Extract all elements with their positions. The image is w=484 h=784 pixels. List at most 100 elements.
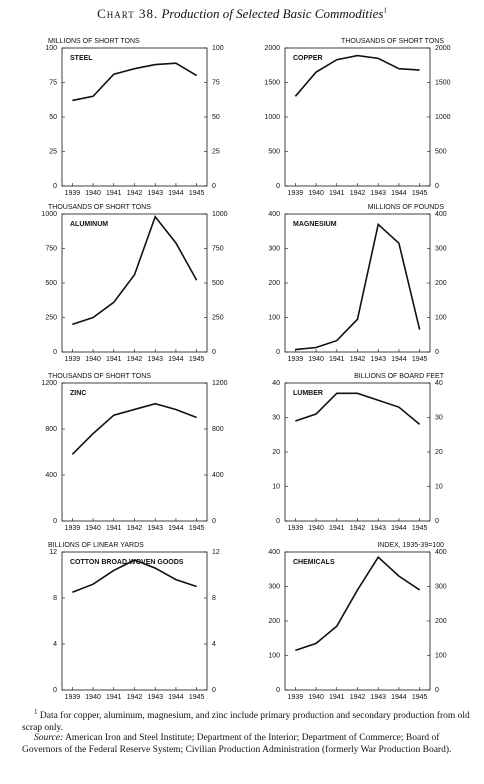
x-tick-label: 1940 (308, 694, 324, 700)
unit-label: THOUSANDS OF SHORT TONS (48, 204, 151, 211)
y-tick-label: 50 (49, 114, 57, 121)
x-tick-label: 1940 (308, 525, 324, 532)
y-tick-label: 0 (276, 183, 280, 190)
y2-tick-label: 100 (435, 652, 447, 659)
y2-tick-label: 750 (212, 245, 224, 252)
y2-tick-label: 400 (435, 211, 447, 218)
unit-label: MILLIONS OF SHORT TONS (48, 38, 140, 45)
y-tick-label: 25 (49, 148, 57, 155)
y2-tick-label: 0 (212, 183, 216, 190)
x-tick-label: 1943 (147, 190, 163, 197)
x-tick-label: 1941 (106, 190, 122, 197)
y-tick-label: 400 (268, 549, 280, 556)
x-tick-label: 1945 (412, 525, 428, 532)
y2-tick-label: 400 (212, 472, 224, 479)
x-tick-label: 1939 (65, 356, 81, 363)
y-tick-label: 500 (45, 280, 57, 287)
data-line (295, 222, 421, 351)
chart-title: ZINC (70, 390, 86, 397)
y2-tick-label: 100 (212, 45, 224, 52)
x-tick-label: 1945 (189, 190, 205, 197)
data-line (72, 559, 197, 593)
y2-tick-label: 0 (212, 518, 216, 525)
y-tick-label: 1500 (264, 79, 280, 86)
x-tick-label: 1943 (147, 525, 163, 532)
x-tick-label: 1943 (147, 356, 163, 363)
x-tick-label: 1942 (350, 525, 366, 532)
y-tick-label: 0 (53, 687, 57, 694)
y2-tick-label: 300 (435, 245, 447, 252)
charts: STEEL MILLIONS OF SHORT TONS 0 0 25 25 50 50 75 7… (41, 38, 451, 700)
y2-tick-label: 0 (212, 687, 216, 694)
y2-tick-label: 4 (212, 641, 216, 648)
x-tick-label: 1942 (127, 356, 143, 363)
x-tick-label: 1944 (391, 694, 407, 700)
x-tick-label: 1942 (127, 190, 143, 197)
y-tick-label: 200 (268, 280, 280, 287)
x-tick-label: 1941 (329, 190, 345, 197)
y-tick-label: 40 (272, 380, 280, 387)
page-title: Chart 38. Production of Selected Basic C… (0, 6, 484, 22)
x-tick-label: 1939 (288, 525, 304, 532)
y-tick-label: 0 (276, 518, 280, 525)
y-tick-label: 1000 (41, 211, 57, 218)
x-tick-label: 1942 (127, 694, 143, 700)
y-tick-label: 0 (53, 349, 57, 356)
y2-tick-label: 0 (435, 349, 439, 356)
y-tick-label: 30 (272, 414, 280, 421)
x-tick-label: 1939 (65, 190, 81, 197)
x-tick-label: 1943 (147, 694, 163, 700)
unit-label: INDEX, 1935-39=100 (377, 542, 444, 549)
source-label: Source: (34, 733, 64, 743)
y-tick-label: 0 (53, 518, 57, 525)
plot-frame (284, 382, 431, 522)
y-tick-label: 1000 (264, 114, 280, 121)
y2-tick-label: 400 (435, 549, 447, 556)
x-tick-label: 1939 (288, 356, 304, 363)
footnote-marker: 1 (34, 708, 38, 716)
x-tick-label: 1940 (85, 694, 101, 700)
y2-tick-label: 75 (212, 79, 220, 86)
y2-tick-label: 0 (435, 687, 439, 694)
y2-tick-label: 20 (435, 449, 443, 456)
y2-tick-label: 500 (435, 148, 447, 155)
y2-tick-label: 100 (435, 314, 447, 321)
y-tick-label: 400 (45, 472, 57, 479)
y2-tick-label: 1000 (435, 114, 451, 121)
y-tick-label: 100 (268, 652, 280, 659)
y-tick-label: 1200 (41, 380, 57, 387)
data-line (295, 392, 421, 426)
data-line (295, 555, 421, 652)
x-tick-label: 1942 (350, 356, 366, 363)
x-tick-label: 1944 (168, 190, 184, 197)
y2-tick-label: 0 (435, 183, 439, 190)
chart-title: LUMBER (293, 390, 323, 397)
x-tick-label: 1944 (168, 694, 184, 700)
data-line (71, 402, 197, 455)
y2-tick-label: 25 (212, 148, 220, 155)
x-tick-label: 1945 (412, 190, 428, 197)
y2-tick-label: 2000 (435, 45, 451, 52)
title-text: Production of Selected Basic Commodities (161, 6, 384, 21)
y2-tick-label: 40 (435, 380, 443, 387)
y-tick-label: 200 (268, 618, 280, 625)
plot-frame (61, 551, 208, 691)
x-tick-label: 1942 (350, 190, 366, 197)
y-tick-label: 400 (268, 211, 280, 218)
x-tick-label: 1941 (329, 694, 345, 700)
x-tick-label: 1945 (412, 356, 428, 363)
y-tick-label: 0 (276, 349, 280, 356)
y2-tick-label: 1200 (212, 380, 228, 387)
x-tick-label: 1941 (106, 525, 122, 532)
x-tick-label: 1943 (370, 525, 386, 532)
x-tick-label: 1940 (85, 525, 101, 532)
note-ref: 1 (383, 6, 387, 15)
y2-tick-label: 200 (435, 280, 447, 287)
chart-title: COTTON BROAD WOVEN GOODS (70, 559, 184, 566)
x-tick-label: 1945 (189, 356, 205, 363)
y-tick-label: 75 (49, 79, 57, 86)
y2-tick-label: 8 (212, 595, 216, 602)
y2-tick-label: 0 (212, 349, 216, 356)
y-tick-label: 750 (45, 245, 57, 252)
